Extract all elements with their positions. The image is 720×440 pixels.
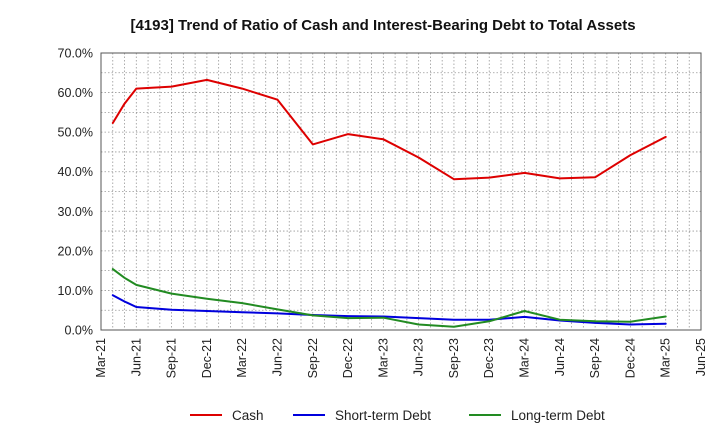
x-tick-label: Dec-21 <box>200 338 214 378</box>
x-axis: Mar-21 Jun-21 Sep-21 Dec-21 Mar-22 Jun-22 Sep-… <box>94 338 708 378</box>
y-tick-label: 60.0% <box>58 86 93 100</box>
x-tick-label: Jun-23 <box>412 338 426 376</box>
x-tick-label: Mar-25 <box>659 338 673 378</box>
x-tick-label: Mar-22 <box>235 338 249 378</box>
x-tick-label: Dec-22 <box>341 338 355 378</box>
y-tick-label: 30.0% <box>58 205 93 219</box>
y-axis: 0.0% 10.0% 20.0% 30.0% 40.0% 50.0% 60.0% 70.0% <box>58 47 93 338</box>
x-tick-label: Sep-21 <box>165 338 179 378</box>
y-tick-label: 0.0% <box>65 324 94 338</box>
x-tick-label: Jun-22 <box>270 338 284 376</box>
x-tick-label: Jun-25 <box>694 338 708 376</box>
y-tick-label: 70.0% <box>58 47 93 61</box>
x-tick-label: Mar-21 <box>94 338 108 378</box>
y-tick-label: 20.0% <box>58 244 93 258</box>
plot-area <box>111 78 667 328</box>
x-tick-label: Jun-24 <box>553 338 567 376</box>
y-tick-label: 50.0% <box>58 126 93 140</box>
legend-label-short-term-debt: Short-term Debt <box>335 408 431 423</box>
y-tick-label: 10.0% <box>58 284 93 298</box>
grid-lines <box>101 52 701 330</box>
series-line-cash <box>111 78 667 181</box>
x-tick-label: Jun-21 <box>129 338 143 376</box>
legend-label-cash: Cash <box>232 408 264 423</box>
y-tick-label: 40.0% <box>58 165 93 179</box>
legend: Cash Short-term Debt Long-term Debt <box>190 408 605 423</box>
x-tick-label: Sep-23 <box>447 338 461 378</box>
x-tick-label: Mar-24 <box>518 338 532 378</box>
x-tick-label: Dec-23 <box>482 338 496 378</box>
chart-title: [4193] Trend of Ratio of Cash and Intere… <box>130 17 635 34</box>
legend-label-long-term-debt: Long-term Debt <box>511 408 605 423</box>
x-tick-label: Sep-22 <box>306 338 320 378</box>
x-tick-label: Mar-23 <box>376 338 390 378</box>
x-tick-label: Dec-24 <box>623 338 637 378</box>
x-tick-label: Sep-24 <box>588 338 602 378</box>
plot-frame <box>100 52 702 331</box>
series-line-long-term-debt <box>111 268 667 328</box>
